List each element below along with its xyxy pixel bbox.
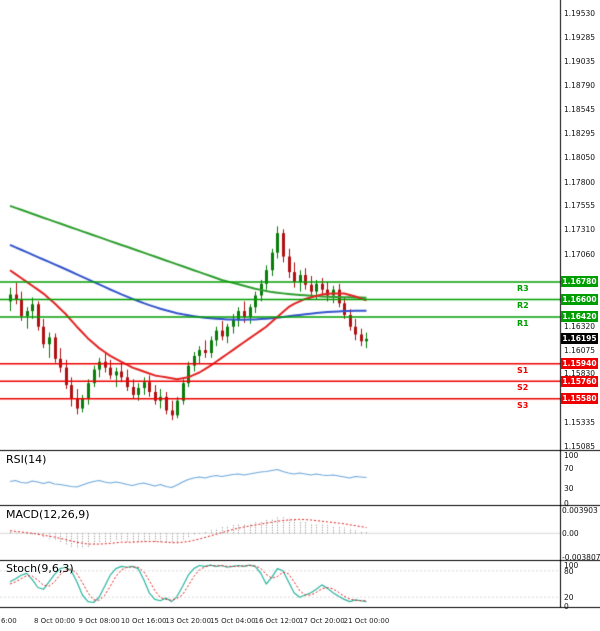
macd-panel-title: MACD(12,26,9) xyxy=(6,508,90,521)
time-axis-label: 15 Oct 04:00 xyxy=(209,617,256,625)
stoch-scale-label: 20 xyxy=(564,593,574,603)
support-price-tag: 1.15760 xyxy=(561,375,598,387)
time-axis-label: 21 Oct 00:00 xyxy=(343,617,390,625)
price-axis-tick: 1.17310 xyxy=(564,225,596,235)
time-axis-label: 13 Oct 20:00 xyxy=(165,617,212,625)
price-axis-tick: 1.18545 xyxy=(564,104,596,114)
rsi-scale-label: 100 xyxy=(564,451,579,460)
time-axis-label: 10 Oct 16:00 xyxy=(120,617,167,625)
resistance-price-tag: 1.16420 xyxy=(561,311,598,323)
rsi-panel-title: RSI(14) xyxy=(6,453,47,466)
support-price-tag: 1.15940 xyxy=(561,358,598,370)
price-axis-tick: 1.19530 xyxy=(564,9,596,18)
price-axis-tick: 1.15830 xyxy=(564,369,596,379)
time-axis-label: 9 Oct 08:00 xyxy=(78,617,120,625)
macd-scale-label: 0.003903 xyxy=(562,506,598,515)
support-label: S1 xyxy=(517,365,529,375)
time-axis-label: 16 Oct 12:00 xyxy=(254,617,301,625)
stoch-scale-label: 100 xyxy=(564,561,579,570)
price-axis-tick: 1.16075 xyxy=(564,345,596,355)
price-axis-tick: 1.18790 xyxy=(564,81,596,91)
macd-scale-label: 0.00 xyxy=(562,529,579,539)
price-axis-tick: 1.18050 xyxy=(564,153,596,163)
resistance-label: R2 xyxy=(517,301,529,311)
support-label: S3 xyxy=(517,400,529,410)
price-axis-tick: 1.16320 xyxy=(564,321,596,331)
resistance-label: R1 xyxy=(517,318,529,328)
price-axis-tick: 1.17800 xyxy=(564,177,596,187)
macd-scale-label: -0.003807 xyxy=(562,553,600,563)
rsi-scale-label: 0 xyxy=(564,499,569,508)
resistance-price-tag: 1.16600 xyxy=(561,293,598,305)
rsi-scale-label: 70 xyxy=(564,464,574,473)
time-axis-label: 6:00 xyxy=(1,617,17,625)
stoch-panel-title: Stoch(9,6,3) xyxy=(6,562,74,575)
price-axis-tick: 1.19285 xyxy=(564,32,596,42)
last-price-tag: 1.16195 xyxy=(561,333,598,345)
stoch-scale-label: 0 xyxy=(564,602,569,611)
price-axis-tick: 1.15085 xyxy=(564,442,596,451)
price-axis-tick: 1.15335 xyxy=(564,417,596,427)
support-price-tag: 1.15580 xyxy=(561,393,598,405)
price-axis-tick: 1.19035 xyxy=(564,57,596,67)
price-axis-tick: 1.17060 xyxy=(564,249,596,259)
price-axis-tick: 1.17555 xyxy=(564,201,596,211)
support-label: S2 xyxy=(517,383,529,393)
time-axis-label: 17 Oct 20:00 xyxy=(299,617,345,625)
price-axis-tick: 1.18295 xyxy=(564,129,596,139)
resistance-price-tag: 1.16780 xyxy=(561,276,598,288)
stoch-scale-label: 80 xyxy=(564,566,574,576)
resistance-label: R3 xyxy=(517,283,529,293)
time-axis-label: 8 Oct 00:00 xyxy=(33,617,76,625)
rsi-scale-label: 30 xyxy=(564,484,574,493)
